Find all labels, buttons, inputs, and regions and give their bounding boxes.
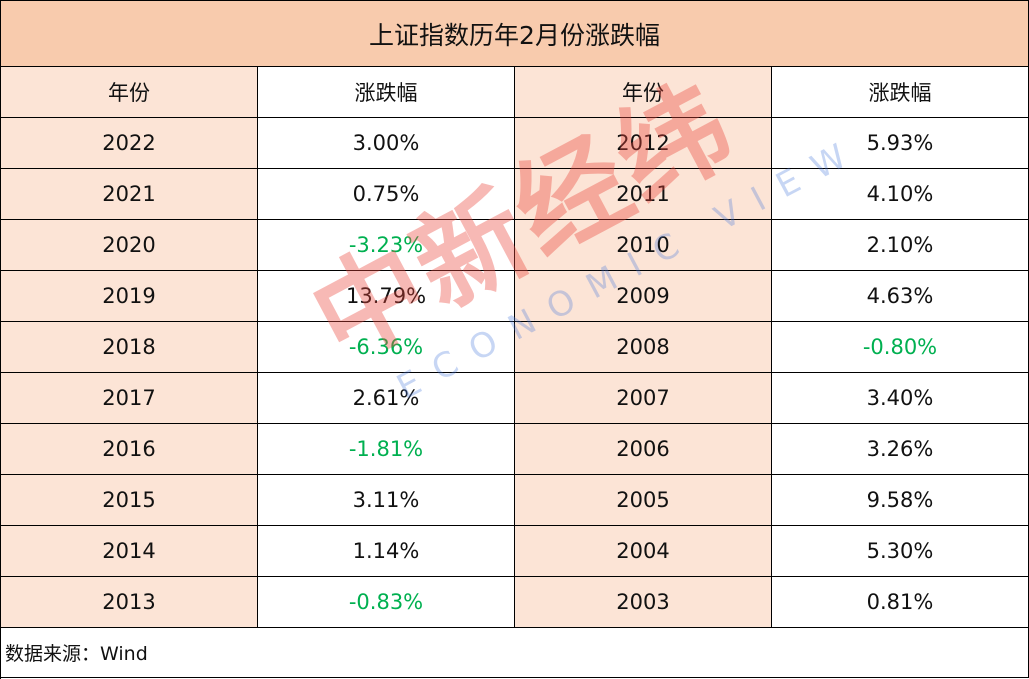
year-cell: 2008 xyxy=(515,322,772,373)
year-cell: 2010 xyxy=(515,220,772,271)
year-cell: 2011 xyxy=(515,169,772,220)
header-cell: 涨跌幅 xyxy=(258,67,515,118)
change-cell: 2.61% xyxy=(258,373,515,424)
year-cell: 2013 xyxy=(1,577,258,628)
year-cell: 2017 xyxy=(1,373,258,424)
change-cell: -0.80% xyxy=(772,322,1029,373)
change-cell: 1.14% xyxy=(258,526,515,577)
change-cell: 5.30% xyxy=(772,526,1029,577)
change-cell: 0.81% xyxy=(772,577,1029,628)
year-cell: 2021 xyxy=(1,169,258,220)
header-cell: 年份 xyxy=(515,67,772,118)
year-cell: 2004 xyxy=(515,526,772,577)
year-cell: 2016 xyxy=(1,424,258,475)
change-cell: -6.36% xyxy=(258,322,515,373)
change-cell: -1.81% xyxy=(258,424,515,475)
change-cell: 4.63% xyxy=(772,271,1029,322)
year-cell: 2009 xyxy=(515,271,772,322)
table-grid: 年份 涨跌幅 年份 涨跌幅 2022 3.00% 2012 5.93% 2021 0.75% 201… xyxy=(1,67,1029,628)
year-cell: 2006 xyxy=(515,424,772,475)
change-cell: 5.93% xyxy=(772,118,1029,169)
table-title: 上证指数历年2月份涨跌幅 xyxy=(1,1,1029,67)
change-cell: -0.83% xyxy=(258,577,515,628)
change-cell: 3.26% xyxy=(772,424,1029,475)
source-note: 数据来源：Wind xyxy=(1,628,1029,678)
year-cell: 2018 xyxy=(1,322,258,373)
change-cell: 3.00% xyxy=(258,118,515,169)
year-cell: 2015 xyxy=(1,475,258,526)
year-cell: 2022 xyxy=(1,118,258,169)
change-cell: -3.23% xyxy=(258,220,515,271)
header-cell: 年份 xyxy=(1,67,258,118)
change-cell: 4.10% xyxy=(772,169,1029,220)
year-cell: 2019 xyxy=(1,271,258,322)
change-cell: 3.40% xyxy=(772,373,1029,424)
year-cell: 2005 xyxy=(515,475,772,526)
year-cell: 2014 xyxy=(1,526,258,577)
change-cell: 2.10% xyxy=(772,220,1029,271)
year-cell: 2012 xyxy=(515,118,772,169)
change-cell: 0.75% xyxy=(258,169,515,220)
year-cell: 2020 xyxy=(1,220,258,271)
header-cell: 涨跌幅 xyxy=(772,67,1029,118)
change-cell: 13.79% xyxy=(258,271,515,322)
year-cell: 2007 xyxy=(515,373,772,424)
change-cell: 9.58% xyxy=(772,475,1029,526)
change-cell: 3.11% xyxy=(258,475,515,526)
year-cell: 2003 xyxy=(515,577,772,628)
